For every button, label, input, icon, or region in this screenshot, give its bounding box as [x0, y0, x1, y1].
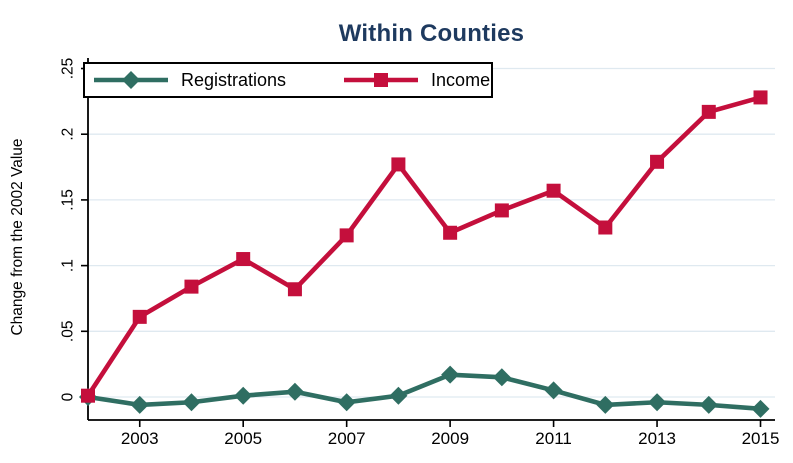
data-point-diamond	[492, 368, 511, 387]
data-point-diamond	[596, 395, 615, 414]
y-tick-label: .25	[60, 58, 77, 80]
data-point-square	[443, 225, 458, 240]
data-point-square	[236, 252, 251, 267]
data-point-diamond	[234, 386, 253, 405]
data-point-square	[701, 104, 716, 119]
y-axis-title: Change from the 2002 Value	[9, 138, 26, 336]
data-point-diamond	[441, 365, 460, 384]
y-tick-label: 0	[60, 392, 77, 401]
data-point-diamond	[751, 399, 770, 418]
x-tick-label: 2005	[224, 429, 262, 448]
y-tick-label: .2	[60, 128, 77, 141]
income-line-square-icon	[344, 73, 419, 87]
data-point-diamond	[389, 386, 408, 405]
x-tick-label: 2015	[742, 429, 780, 448]
legend-label-registrations: Registrations	[181, 69, 287, 90]
data-point-square	[287, 282, 302, 297]
data-point-diamond	[648, 393, 667, 412]
y-tick-label: .05	[60, 321, 77, 343]
data-point-square	[81, 388, 95, 403]
x-tick-label: 2013	[638, 429, 676, 448]
data-point-diamond	[544, 381, 563, 400]
x-tick-label: 2011	[535, 429, 572, 448]
data-point-diamond	[182, 393, 201, 412]
data-point-square	[132, 309, 147, 324]
data-point-square	[339, 228, 354, 243]
data-point-square	[184, 279, 199, 294]
registrations-line-diamond-icon	[94, 71, 168, 89]
axes: 0 .05 .1 .15 .2 .25 2003 2005 2007 2009 2011 2013 20…	[60, 58, 780, 448]
x-tick-label: 2003	[121, 429, 159, 448]
legend-entry-income: Income	[342, 69, 490, 91]
data-point-diamond	[699, 395, 718, 414]
data-point-square	[753, 90, 768, 105]
data-point-square	[391, 157, 406, 172]
data-point-diamond	[130, 395, 149, 414]
data-point-square	[598, 220, 613, 235]
data-point-square	[494, 203, 509, 218]
legend-entry-registrations: Registrations	[92, 69, 286, 91]
data-point-diamond	[337, 393, 356, 412]
x-tick-label: 2009	[431, 429, 469, 448]
series-income	[81, 90, 768, 403]
legend-label-income: Income	[431, 69, 491, 90]
legend: Registrations Income	[83, 62, 493, 98]
series-registrations	[79, 365, 770, 418]
gridlines	[88, 67, 775, 398]
y-tick-label: .1	[60, 259, 77, 272]
data-point-square	[546, 183, 561, 198]
chart-title: Within Counties	[338, 20, 525, 47]
data-point-diamond	[285, 382, 304, 401]
x-tick-label: 2007	[328, 429, 366, 448]
series-line	[86, 95, 762, 397]
series-line	[87, 372, 761, 412]
y-tick-label: .15	[60, 189, 77, 211]
data-point-square	[650, 154, 665, 169]
